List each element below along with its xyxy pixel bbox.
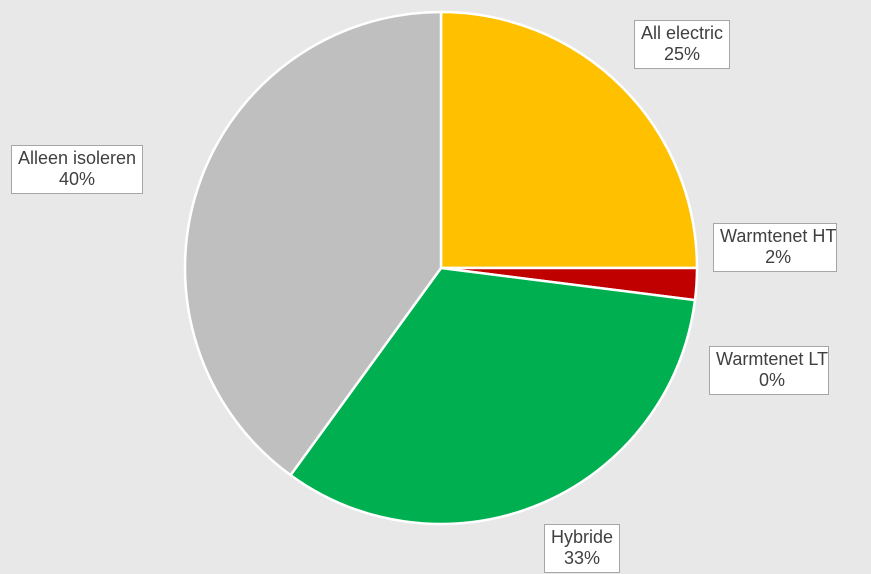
data-label-alleen-isoleren: Alleen isoleren 40%: [11, 145, 144, 194]
slice-value-text: 0%: [759, 370, 786, 390]
slice-value-text: 2%: [765, 247, 792, 267]
slice-label-text: Warmtenet HT: [720, 226, 837, 246]
slice-label-text: All electric: [641, 23, 724, 43]
slice-value-text: 33%: [564, 548, 601, 568]
pie-slice-all-electric: [439, 10, 699, 270]
pie-slice-hybride: [289, 266, 697, 526]
slice-label-text: Warmtenet LT: [716, 349, 829, 369]
slice-label-text: Alleen isoleren: [18, 148, 137, 168]
pie-slice-alleen-isoleren: [183, 10, 443, 477]
data-label-warmtenet-lt: Warmtenet LT 0%: [709, 346, 830, 395]
data-label-hybride: Hybride 33%: [544, 524, 621, 573]
slice-label-text: Hybride: [551, 527, 614, 547]
slice-value-text: 25%: [664, 44, 701, 64]
data-label-all-electric: All electric 25%: [634, 20, 731, 69]
data-label-warmtenet-ht: Warmtenet HT 2%: [713, 223, 838, 272]
slice-value-text: 40%: [59, 169, 96, 189]
